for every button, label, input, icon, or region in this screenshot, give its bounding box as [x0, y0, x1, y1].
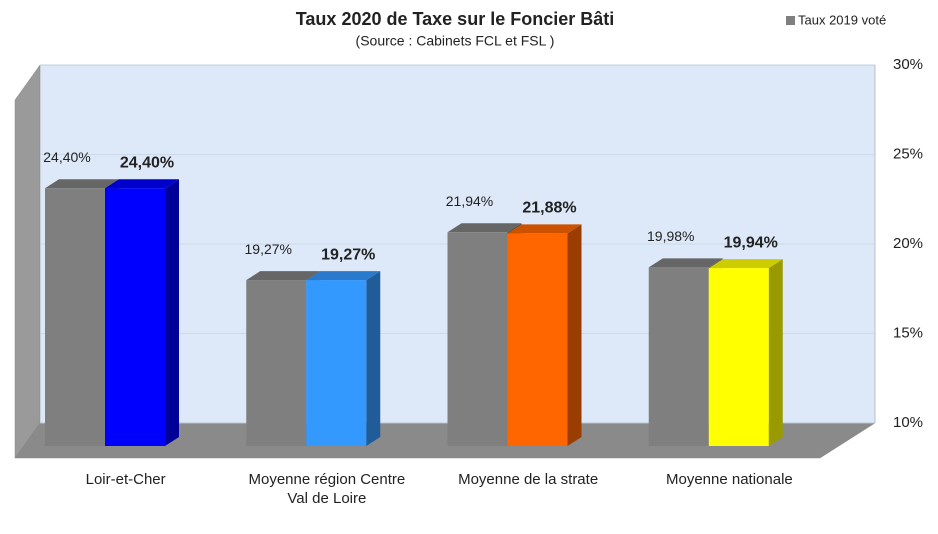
- x-tick-label: Moyenne nationale: [665, 471, 793, 488]
- value-label: 19,27%: [245, 241, 292, 257]
- chart-title: Taux 2020 de Taxe sur le Foncier Bâti: [296, 9, 614, 29]
- bar: [105, 179, 179, 447]
- y-tick-label: 30%: [893, 56, 923, 73]
- bar-side: [768, 259, 783, 446]
- bar-front: [507, 233, 568, 446]
- bar-front: [648, 267, 709, 446]
- bar-top: [246, 271, 321, 281]
- y-tick-label: 10%: [893, 414, 923, 431]
- bar-front: [246, 280, 307, 446]
- bar: [507, 224, 582, 446]
- bar-top: [45, 179, 119, 189]
- bar-top: [105, 179, 179, 189]
- bar-front: [708, 268, 769, 446]
- bar-top: [648, 258, 723, 268]
- x-tick-label: Moyenne de la strate: [458, 471, 599, 488]
- bar: [306, 271, 381, 446]
- chart-subtitle: (Source : Cabinets FCL et FSL ): [356, 33, 555, 49]
- value-label: 19,27%: [321, 246, 375, 263]
- value-label: 19,94%: [724, 234, 778, 251]
- bar-top: [708, 259, 783, 269]
- value-label: 21,94%: [446, 193, 493, 209]
- legend-swatch: [786, 16, 795, 25]
- bar-side: [366, 271, 381, 446]
- x-tick-label: Moyenne région Centre Val de Loire: [248, 471, 406, 507]
- value-label: 24,40%: [43, 149, 90, 165]
- x-tick-label: Loir-et-Cher: [85, 471, 166, 488]
- bar: [708, 259, 783, 446]
- y-tick-label: 25%: [893, 145, 923, 162]
- legend-label: Taux 2019 voté: [798, 12, 886, 27]
- value-label: 21,88%: [522, 200, 576, 217]
- bar-top: [447, 223, 522, 233]
- y-tick-label: 20%: [893, 235, 923, 252]
- bar: [246, 271, 321, 446]
- bar-front: [105, 188, 165, 447]
- bar-front: [447, 232, 508, 446]
- bar-side: [567, 224, 582, 446]
- bar-front: [45, 188, 105, 447]
- value-label: 19,98%: [647, 228, 694, 244]
- side-wall: [14, 64, 41, 459]
- bar-front: [306, 280, 367, 446]
- bar-top: [507, 224, 582, 234]
- value-label: 24,40%: [120, 154, 174, 171]
- bar-top: [306, 271, 381, 281]
- y-tick-label: 15%: [893, 324, 923, 341]
- bar-side: [165, 179, 179, 447]
